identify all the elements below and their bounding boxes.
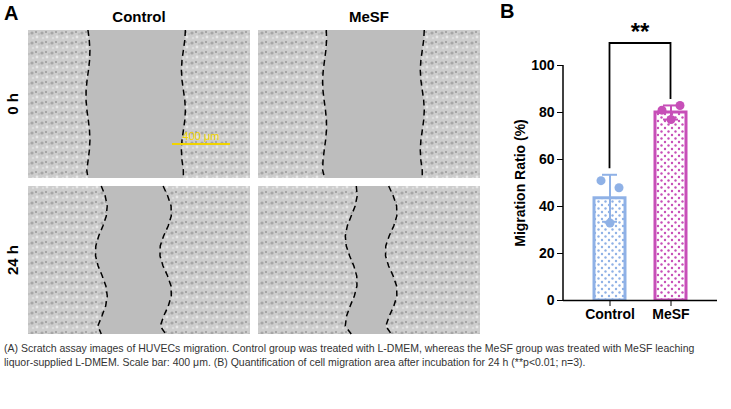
svg-text:Migration Ratio (%): Migration Ratio (%) bbox=[512, 119, 528, 247]
svg-text:0: 0 bbox=[547, 292, 555, 308]
html-text:(A) Scratch assay images of HU: (A) Scratch assay images of HUVECs migra… bbox=[4, 342, 695, 368]
svg-text:Control: Control bbox=[112, 8, 165, 25]
svg-text:80: 80 bbox=[539, 104, 555, 120]
svg-text:60: 60 bbox=[539, 151, 555, 167]
svg-text:40: 40 bbox=[539, 198, 555, 214]
svg-text:20: 20 bbox=[539, 245, 555, 261]
svg-text:MeSF: MeSF bbox=[652, 306, 690, 322]
svg-text:24 h: 24 h bbox=[4, 245, 21, 275]
svg-text:MeSF: MeSF bbox=[349, 8, 389, 25]
svg-text:**: ** bbox=[631, 18, 650, 45]
svg-text:0 h: 0 h bbox=[4, 93, 21, 115]
svg-text:400 μm: 400 μm bbox=[183, 130, 220, 142]
svg-text:A: A bbox=[4, 2, 18, 24]
html-text:B: B bbox=[500, 0, 515, 22]
svg-text:Control: Control bbox=[585, 306, 635, 322]
svg-text:100: 100 bbox=[531, 57, 555, 73]
